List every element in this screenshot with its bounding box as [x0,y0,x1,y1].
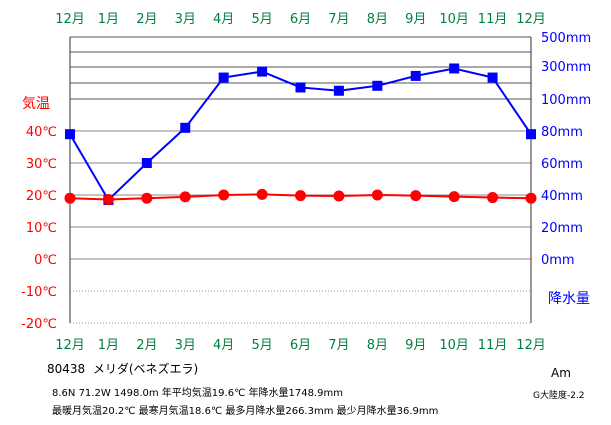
temperature-point [256,188,268,200]
precipitation-tick: 0mm [541,253,575,268]
temperature-series [64,188,537,205]
precipitation-point [180,122,191,133]
temperature-tick: -20℃ [21,317,57,332]
temperature-point [333,190,345,202]
precipitation-point [295,82,306,93]
precipitation-axis-title: 降水量 [548,291,590,307]
temperature-tick: 30℃ [26,157,57,172]
month-label-top: 10月 [439,12,469,27]
temperature-tick: 40℃ [26,125,57,140]
precipitation-point [333,85,344,96]
temperature-point [218,189,230,201]
month-label-bottom: 5月 [251,338,272,353]
month-label-top: 12月 [55,12,85,27]
temperature-point [487,192,499,204]
precipitation-point [372,80,383,91]
month-label-top: 7月 [328,12,349,27]
precipitation-point [257,66,268,77]
station-header: 80438 メリダ(ベネズエラ) [47,360,198,377]
precipitation-tick: 100mm [541,93,591,108]
plot-frame [69,37,532,323]
precipitation-tick: 40mm [541,189,583,204]
month-label-top: 12月 [516,12,546,27]
station-id: 80438 [47,362,86,376]
temperature-axis: 40℃ 30℃ 20℃ 10℃ 0℃ -10℃ -20℃ [21,125,57,332]
temperature-tick: 0℃ [34,253,57,268]
month-label-top: 4月 [213,12,234,27]
precipitation-point [218,72,229,83]
month-labels-top: 12月 1月 2月 3月 4月 5月 6月 7月 8月 9月 10月 11月 12月 [55,12,546,27]
precipitation-tick: 300mm [541,60,591,75]
month-label-top: 3月 [175,12,196,27]
temperature-point [448,191,460,203]
precipitation-point [526,129,536,140]
temperature-tick: -10℃ [21,285,57,300]
temperature-point [102,193,114,205]
temperature-tick: 10℃ [26,221,57,236]
precipitation-series [65,63,536,205]
continentality-index: G大陸度-2.2 [533,391,585,401]
month-label-bottom: 8月 [367,338,388,353]
month-label-bottom: 10月 [439,338,469,353]
chart-grid [70,36,531,324]
month-label-bottom: 12月 [516,338,546,353]
month-label-bottom: 12月 [55,338,85,353]
month-label-top: 6月 [290,12,311,27]
month-label-bottom: 7月 [328,338,349,353]
temperature-point [371,189,383,201]
month-label-bottom: 9月 [405,338,426,353]
month-label-top: 9月 [405,12,426,27]
month-label-bottom: 2月 [136,338,157,353]
month-label-top: 1月 [98,12,119,27]
precipitation-tick: 80mm [541,125,583,140]
temperature-point [179,191,191,203]
month-label-bottom: 11月 [478,338,508,353]
station-name: メリダ(ベネズエラ) [92,362,199,376]
precipitation-point [410,70,421,81]
precipitation-point [141,158,152,168]
temperature-tick: 20℃ [26,189,57,204]
precipitation-tick: 500mm [541,31,591,46]
climate-class: Am [551,366,571,380]
temperature-point [295,190,306,202]
month-label-top: 2月 [136,12,157,27]
month-label-bottom: 1月 [98,338,119,353]
month-label-bottom: 6月 [290,338,311,353]
station-extremes: 最暖月気温20.2℃ 最寒月気温18.6℃ 最多月降水量266.3mm 最少月降… [52,406,439,417]
precipitation-point [449,63,460,74]
precipitation-axis: 500mm 300mm 100mm 80mm 60mm 40mm 20mm 0mm [541,31,591,268]
temperature-point [410,190,422,202]
precipitation-tick: 60mm [541,157,583,172]
temperature-axis-title: 気温 [22,96,50,112]
temperature-point [525,192,537,204]
station-details: 8.6N 71.2W 1498.0m 年平均気温19.6℃ 年降水量1748.9… [52,388,343,399]
precipitation-point [487,72,498,83]
month-label-bottom: 3月 [175,338,196,353]
month-label-top: 8月 [367,12,388,27]
month-label-top: 5月 [251,12,272,27]
month-label-bottom: 4月 [213,338,234,353]
month-label-top: 11月 [478,12,508,27]
precipitation-tick: 20mm [541,221,583,236]
precipitation-point [65,129,75,140]
month-labels-bottom: 12月 1月 2月 3月 4月 5月 6月 7月 8月 9月 10月 11月 12月 [55,338,546,353]
temperature-point [141,192,153,204]
temperature-point [64,192,76,204]
